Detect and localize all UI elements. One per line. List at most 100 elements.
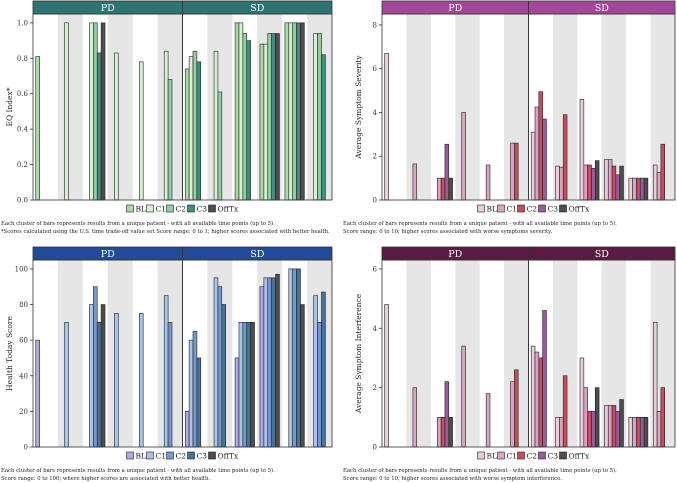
legend-swatch-bl <box>477 451 485 460</box>
bar-c1 <box>114 52 119 201</box>
panel-label: SD <box>595 3 610 14</box>
bar-bl <box>652 164 658 201</box>
bar-c1 <box>288 268 293 448</box>
legend-swatch-c3 <box>187 204 195 213</box>
bar-c3 <box>444 143 450 201</box>
legend-label-offtx: OffTx <box>569 452 590 461</box>
bar-offtx <box>448 177 453 201</box>
y-tick-label: 2 <box>373 153 377 161</box>
chart-eq-index: PD SD 0.0 0.2 0.4 0.6 0.8 1.0 EQ Index* BL C1 C2 C3 O… <box>1 0 333 235</box>
y-tick-label: 4 <box>373 325 378 333</box>
bar-c3 <box>196 357 202 448</box>
bar-c3 <box>196 61 202 201</box>
panel-header <box>528 246 676 261</box>
bar-c2 <box>562 375 568 448</box>
y-tick-label: 0.8 <box>17 55 28 63</box>
legend-label-c1: C1 <box>507 205 518 214</box>
bar-bl <box>530 131 536 201</box>
bar-c2 <box>440 177 446 201</box>
bar-c3 <box>542 118 547 201</box>
patient-band <box>406 260 431 447</box>
bar-c2 <box>317 33 322 201</box>
bar-bl <box>604 405 609 448</box>
legend-swatch-bl <box>126 204 134 213</box>
bar-bl <box>35 339 40 448</box>
chart-health-today: PD SD 0 20 40 60 80 100 Health Today Score BL C1 C2… <box>1 246 333 482</box>
chart-caption-line: Score range: 0 to 10; higher scores asso… <box>343 229 552 235</box>
bar-c3 <box>221 304 227 448</box>
y-tick-label: 0 <box>373 197 377 205</box>
legend-label-bl: BL <box>136 452 147 461</box>
y-tick-label: 60 <box>19 337 28 345</box>
panel-label: SD <box>250 249 265 260</box>
bar-c3 <box>271 277 276 448</box>
bar-c1 <box>313 33 318 201</box>
panel-label: SD <box>595 249 610 260</box>
bar-c1 <box>559 417 564 448</box>
legend-swatch-c1 <box>146 204 154 213</box>
bar-bl <box>234 357 240 448</box>
bar-c2 <box>587 411 592 448</box>
bar-c1 <box>188 56 194 201</box>
bar-offtx <box>448 417 453 448</box>
bar-offtx <box>594 387 600 448</box>
y-tick-label: 6 <box>373 65 378 73</box>
bar-c2 <box>611 165 617 201</box>
bar-bl <box>284 22 290 201</box>
legend-label-c2: C2 <box>176 452 187 461</box>
bar-c1 <box>583 164 588 201</box>
bar-c1 <box>534 106 540 201</box>
bar-c2 <box>538 91 543 201</box>
bar-c2 <box>514 369 519 448</box>
chart-symptom-interference: PD SD 0 2 4 6 Average Symptom Interference BL C1… <box>343 246 676 482</box>
bar-c1 <box>607 159 613 201</box>
chart-caption-line: Score range: 0 to 100; where higher scor… <box>1 476 210 482</box>
bar-c1 <box>437 177 442 201</box>
y-tick-label: 8 <box>373 21 377 29</box>
bar-c3 <box>321 291 326 448</box>
y-axis-title: Average Symptom Severity <box>354 55 363 160</box>
bar-c2 <box>514 142 519 201</box>
bar-c2 <box>267 277 272 448</box>
bar-c1 <box>138 61 144 201</box>
bar-c3 <box>639 177 645 201</box>
bar-bl <box>628 417 633 448</box>
y-tick-label: 0.0 <box>17 197 28 205</box>
legend-label-c1: C1 <box>156 205 167 214</box>
chart-caption-line: Each cluster of bars represents results … <box>343 220 617 227</box>
patient-band <box>57 14 83 200</box>
bar-c3 <box>296 268 301 448</box>
patient-band <box>455 14 480 200</box>
bar-c1 <box>238 22 244 201</box>
bar-c1 <box>89 304 94 448</box>
y-tick-label: 20 <box>19 408 28 416</box>
bar-c1 <box>510 381 515 448</box>
patient-band <box>107 260 133 447</box>
bar-c1 <box>64 22 69 201</box>
bar-c3 <box>246 40 251 201</box>
legend-swatch-offtx <box>559 204 567 213</box>
bar-offtx <box>100 304 106 448</box>
legend-label-c2: C2 <box>527 205 538 214</box>
bar-c2 <box>93 22 98 201</box>
legend-swatch-c3 <box>538 451 546 460</box>
panel-label: PD <box>101 3 115 14</box>
legend-swatch-offtx <box>208 204 216 213</box>
chart-caption-line: Each cluster of bars represents results … <box>1 220 275 227</box>
bar-c3 <box>615 174 620 201</box>
bar-c1 <box>632 417 637 448</box>
bar-c3 <box>639 417 645 448</box>
legend-label-c3: C3 <box>548 205 559 214</box>
legend-swatch-c1 <box>146 451 154 460</box>
bar-c2 <box>292 22 297 201</box>
bar-c3 <box>271 33 276 201</box>
bar-c1 <box>412 163 418 201</box>
bar-c3 <box>542 310 547 448</box>
legend-label-c3: C3 <box>197 452 208 461</box>
bar-offtx <box>619 165 624 201</box>
legend-label-c3: C3 <box>197 205 208 214</box>
bar-c2 <box>636 417 641 448</box>
legend-label-c1: C1 <box>156 452 167 461</box>
bar-offtx <box>594 160 600 201</box>
bar-bl <box>259 286 265 448</box>
